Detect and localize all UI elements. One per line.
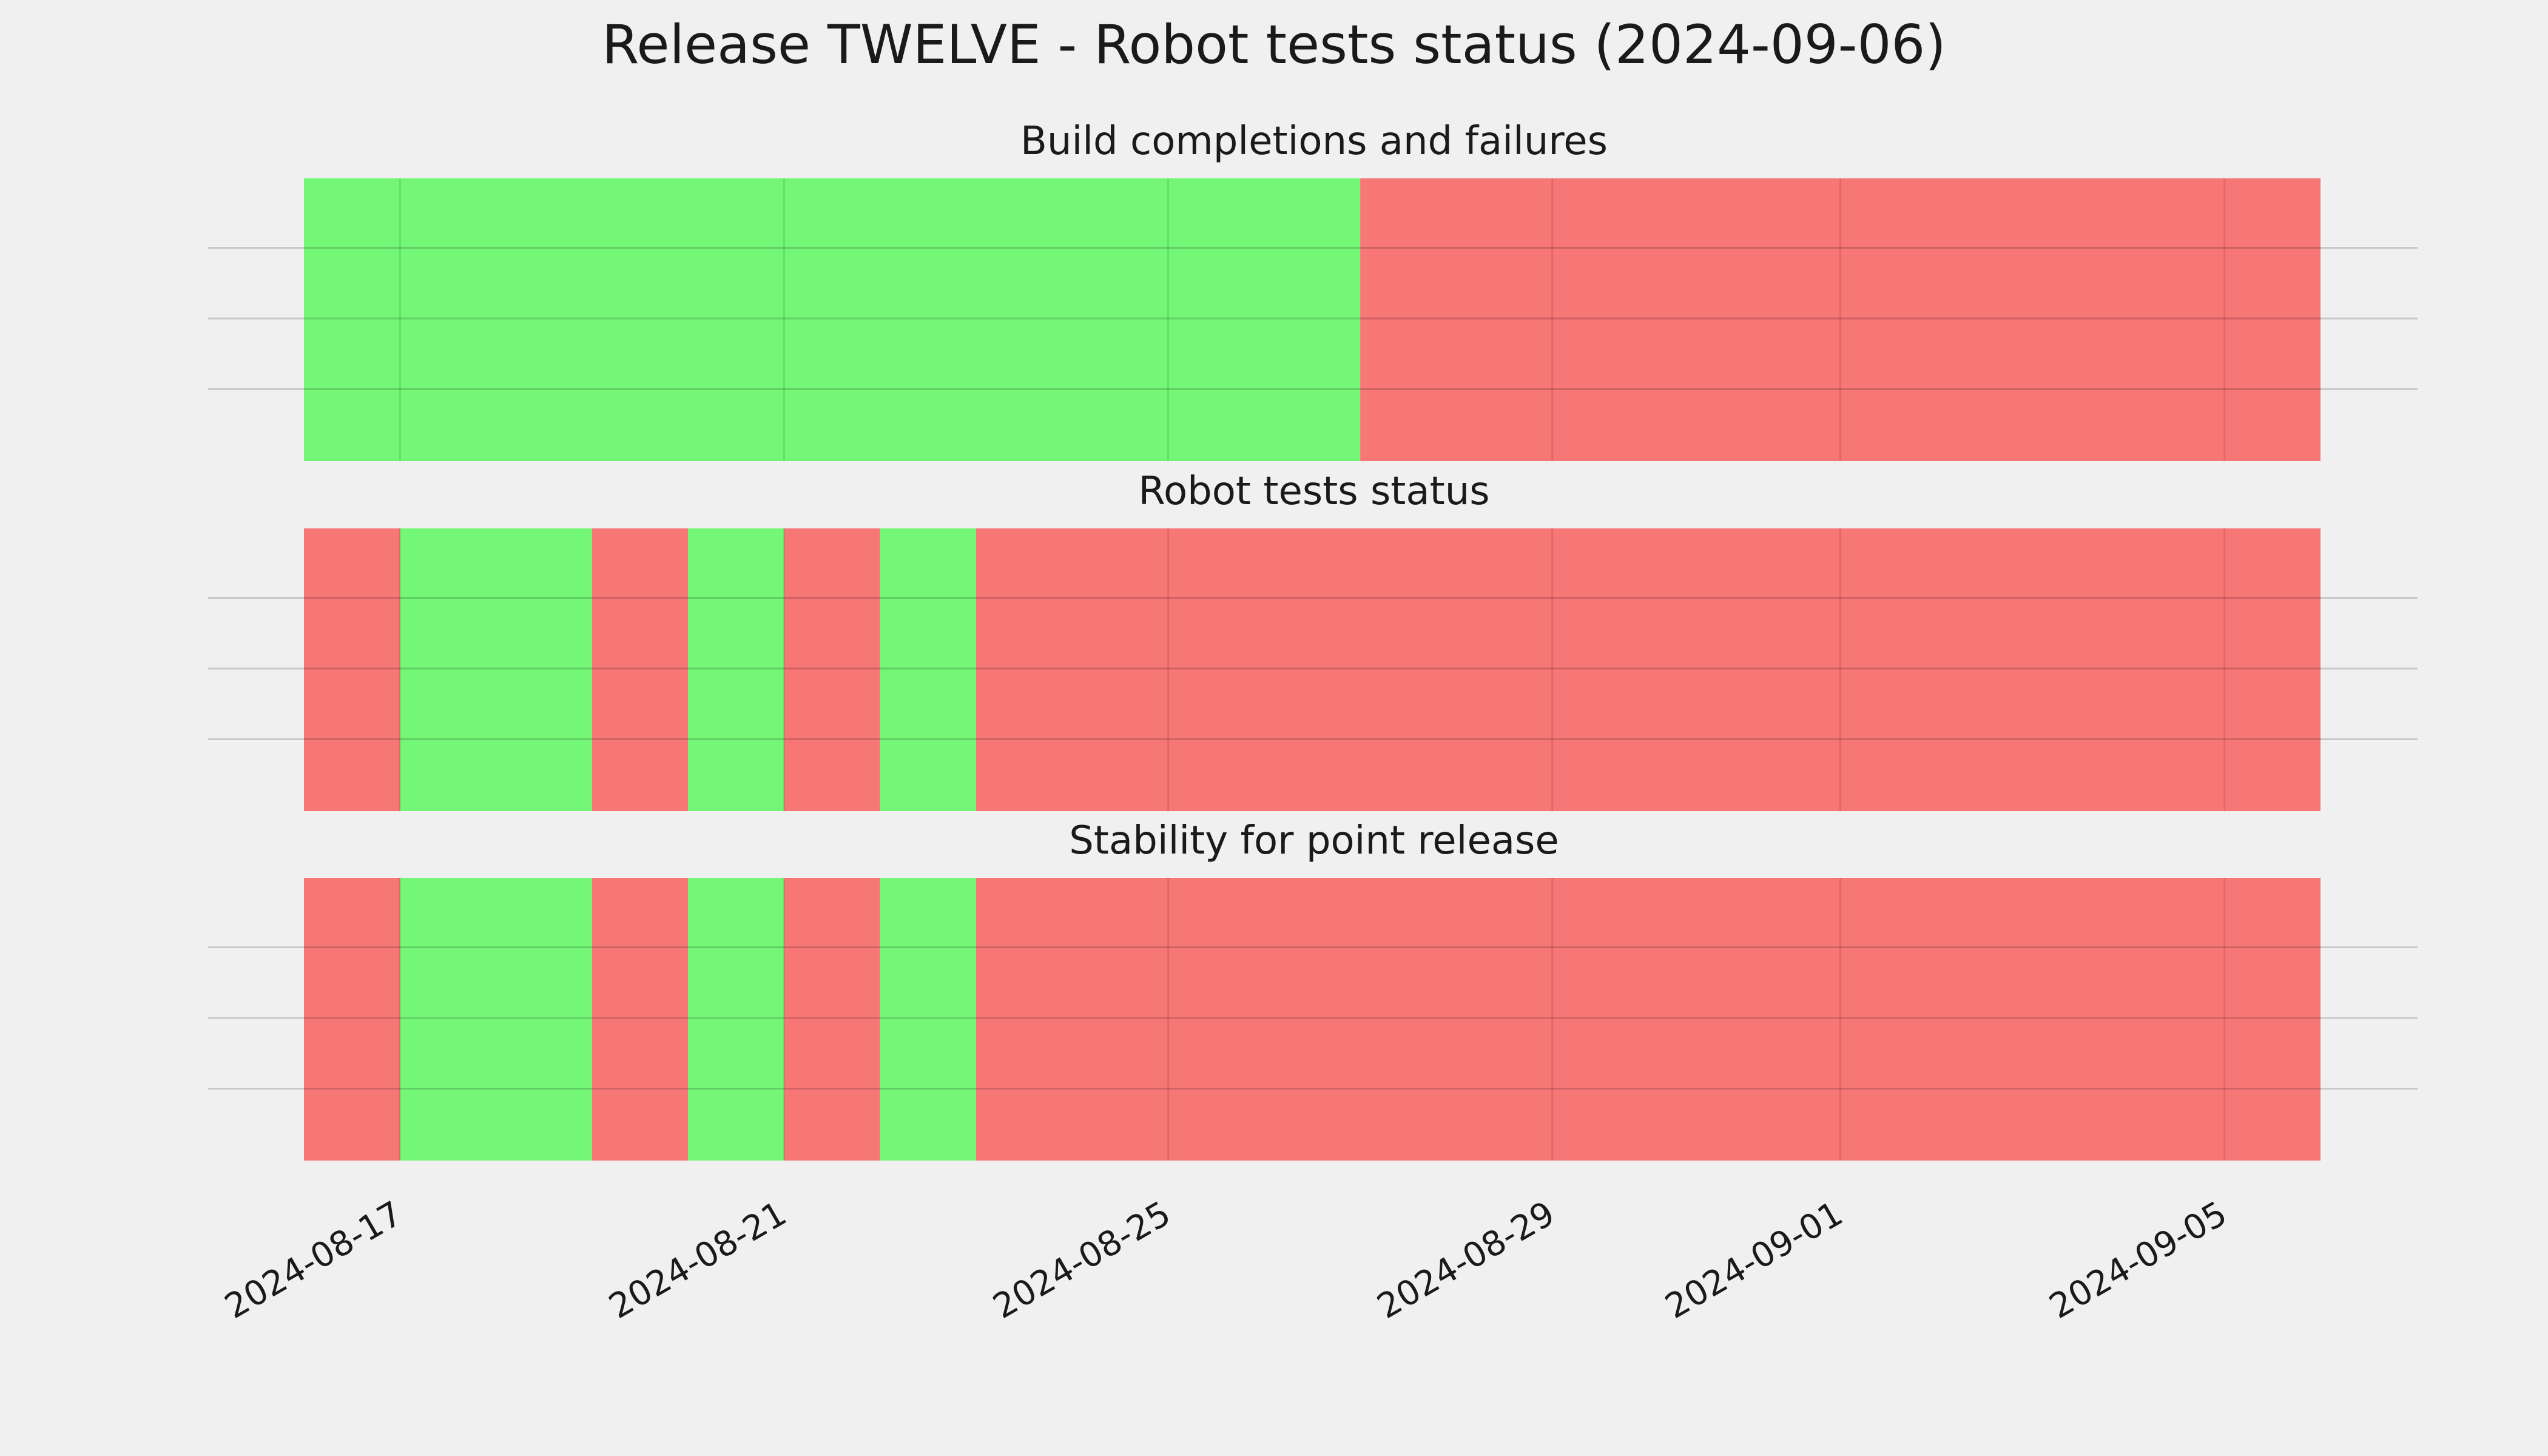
panel-3-segment-7-fail <box>976 878 2320 1161</box>
panel-3-segment-6-pass <box>880 878 976 1161</box>
panel-3-segment-3-fail <box>592 878 689 1161</box>
panel-2-segment-7-fail <box>976 528 2320 811</box>
panel-3-segment-4-pass <box>688 878 784 1161</box>
chart-title: Release TWELVE - Robot tests status (202… <box>602 13 1946 76</box>
panel-3-segment-5-fail <box>784 878 880 1161</box>
panel-2-segment-3-fail <box>592 528 689 811</box>
panel-title-1: Build completions and failures <box>1020 119 1608 164</box>
panel-2-segment-5-fail <box>784 528 880 811</box>
panel-title-3: Stability for point release <box>1069 818 1559 863</box>
panel-1-segment-1-pass <box>304 178 1361 461</box>
x-tick-label-5: 2024-09-01 <box>1659 1194 1849 1327</box>
panel-title-2: Robot tests status <box>1138 469 1489 514</box>
x-tick-label-1: 2024-08-17 <box>218 1194 409 1327</box>
x-tick-label-3: 2024-08-25 <box>986 1194 1177 1327</box>
panel-2-segment-1-fail <box>304 528 400 811</box>
panel-2-segment-6-pass <box>880 528 976 811</box>
x-tick-label-2: 2024-08-21 <box>602 1194 793 1327</box>
panel-3-segment-1-fail <box>304 878 400 1161</box>
panel-2-segment-2-pass <box>400 528 592 811</box>
panel-1-segment-2-fail <box>1360 178 2320 461</box>
panel-3-segment-2-pass <box>400 878 592 1161</box>
panel-2-segment-4-pass <box>688 528 784 811</box>
x-tick-label-6: 2024-09-05 <box>2043 1194 2233 1327</box>
x-tick-label-4: 2024-08-29 <box>1370 1194 1561 1327</box>
